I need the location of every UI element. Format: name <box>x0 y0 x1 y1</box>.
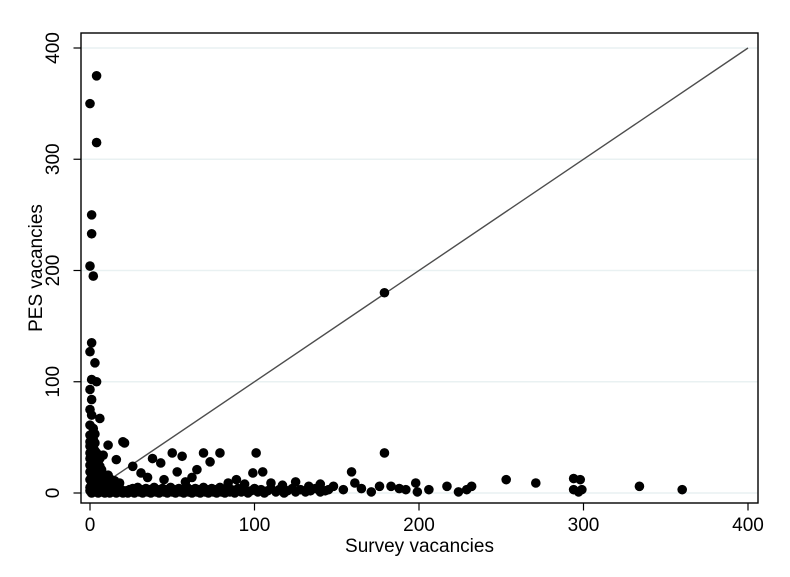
data-point <box>187 472 197 483</box>
data-point <box>85 261 95 271</box>
data-point <box>530 478 541 488</box>
data-point <box>167 448 178 458</box>
data-point <box>424 484 434 495</box>
data-point <box>86 228 97 239</box>
y-tick-label: 400 <box>43 32 64 64</box>
data-point <box>86 410 97 420</box>
data-point <box>159 474 169 485</box>
data-point <box>177 451 187 462</box>
data-point <box>95 413 105 424</box>
data-point <box>412 487 423 497</box>
data-point <box>85 98 95 109</box>
data-point <box>85 346 95 357</box>
data-point <box>379 287 390 298</box>
data-point <box>401 484 411 495</box>
x-axis-title: Survey vacancies <box>345 536 494 557</box>
y-tick-label: 100 <box>43 366 64 398</box>
data-point <box>90 358 100 368</box>
x-tick-label: 300 <box>568 515 600 536</box>
data-point <box>251 448 261 458</box>
scatter-points <box>85 71 687 498</box>
y-axis-ticks: 0 100 200 300 400 <box>43 32 81 498</box>
data-point <box>127 461 138 472</box>
data-point <box>198 448 209 458</box>
data-point <box>346 467 357 477</box>
data-point <box>356 483 367 494</box>
x-tick-label: 200 <box>403 515 435 536</box>
data-point <box>501 474 511 485</box>
plot-border <box>80 32 759 504</box>
data-point <box>119 438 130 448</box>
data-point <box>379 448 390 458</box>
data-point <box>677 484 687 495</box>
data-point <box>442 481 452 492</box>
diagonal-reference-line <box>89 47 749 494</box>
data-point <box>231 474 242 485</box>
data-point <box>205 457 215 467</box>
data-point <box>155 458 166 468</box>
data-point <box>386 481 396 492</box>
data-point <box>86 338 97 348</box>
data-point <box>338 484 349 495</box>
x-tick-label: 400 <box>732 515 764 536</box>
data-point <box>147 453 158 464</box>
data-point <box>85 384 95 395</box>
data-point <box>88 271 99 281</box>
data-point <box>111 454 122 465</box>
data-point <box>172 467 182 477</box>
data-point <box>98 450 108 460</box>
data-point <box>257 467 268 477</box>
data-point <box>215 448 225 458</box>
data-point <box>374 481 385 492</box>
data-point <box>453 487 464 497</box>
data-point <box>575 474 586 485</box>
data-point <box>466 481 477 492</box>
data-point <box>192 464 202 475</box>
data-point <box>91 71 102 81</box>
y-tick-label: 0 <box>43 488 64 499</box>
y-axis-title: PES vacancies <box>26 204 47 332</box>
data-point <box>577 484 587 495</box>
data-point <box>91 376 102 387</box>
data-point <box>328 481 339 492</box>
data-point <box>103 440 113 450</box>
data-point <box>91 137 102 148</box>
data-point <box>350 478 360 488</box>
data-point <box>142 472 153 483</box>
x-tick-label: 0 <box>85 515 96 536</box>
data-point <box>86 210 97 220</box>
y-tick-label: 200 <box>43 255 64 287</box>
data-point <box>410 478 421 488</box>
x-axis-ticks: 0 100 200 300 400 <box>85 503 764 536</box>
data-point <box>366 487 377 497</box>
x-tick-label: 100 <box>239 515 271 536</box>
data-point <box>248 468 258 478</box>
y-tick-label: 300 <box>43 143 64 175</box>
data-point <box>86 394 97 405</box>
data-point <box>634 481 645 492</box>
